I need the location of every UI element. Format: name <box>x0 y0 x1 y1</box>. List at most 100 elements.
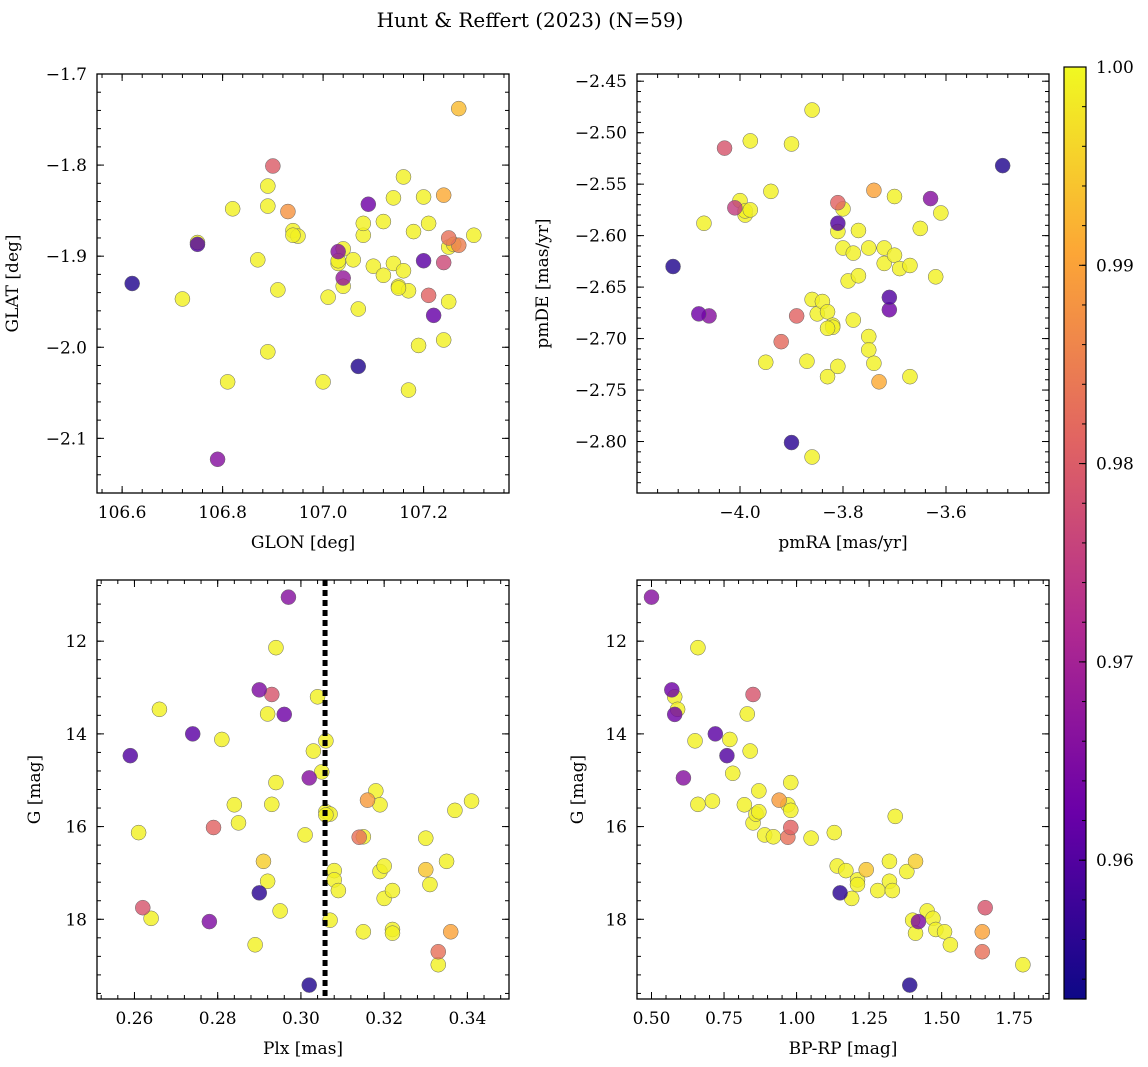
scatter-point <box>201 913 218 930</box>
scatter-point <box>838 862 854 879</box>
y-axis-label: GLAT [deg] <box>3 234 23 332</box>
scatter-point <box>224 201 241 217</box>
scatter-point <box>440 293 457 310</box>
scatter-point <box>691 306 707 322</box>
scatter-point <box>405 223 422 240</box>
scatter-point <box>675 770 692 786</box>
scatter-point <box>830 194 846 211</box>
scatter-point <box>742 133 759 149</box>
scatter-point <box>696 215 712 232</box>
scatter-point <box>360 196 377 213</box>
scatter-point <box>819 304 836 320</box>
scatter-point <box>320 289 336 305</box>
scatter-point <box>907 853 924 870</box>
scatter-point <box>643 589 660 605</box>
y-tick-label: 14 <box>605 725 627 745</box>
scatter-point <box>722 731 738 748</box>
scatter-point <box>270 282 286 298</box>
scatter-point <box>435 187 452 203</box>
scatter-point <box>902 368 918 385</box>
scatter-point <box>799 353 815 369</box>
scatter-point <box>803 830 819 846</box>
scatter-point <box>886 188 903 205</box>
x-tick-label: 106.8 <box>198 503 247 523</box>
scatter-point <box>415 252 432 269</box>
panel-glon-glat: 106.6 106.8 107.0 107.2 −1.7 −1.8 −1.9 −2.0 −2.1… <box>3 65 510 553</box>
scatter-point <box>858 861 874 878</box>
scatter-point <box>390 280 407 296</box>
scatter-point <box>375 213 392 230</box>
scatter-point <box>276 706 293 723</box>
scatter-point <box>886 247 903 263</box>
scatter-point <box>447 802 463 819</box>
y-tick-label: −2.75 <box>575 381 627 401</box>
scatter-point <box>910 913 927 930</box>
y-tick-label: −2.55 <box>575 175 627 195</box>
y-axis-label: G [mag] <box>25 755 45 824</box>
x-tick-label: 0.32 <box>365 1009 403 1029</box>
scatter-point <box>315 374 331 390</box>
y-tick-label: 12 <box>605 632 627 652</box>
scatter-point <box>716 140 733 156</box>
y-tick-label: −2.60 <box>575 227 627 247</box>
scatter-point <box>442 924 459 940</box>
scatter-point <box>415 189 432 205</box>
scatter-point <box>881 853 898 870</box>
scatter-point <box>435 332 452 348</box>
scatter-point <box>861 342 877 358</box>
figure-title: Hunt & Reffert (2023) (N=59) <box>377 8 684 32</box>
scatter-point <box>751 783 767 799</box>
points-layer <box>665 102 1011 465</box>
scatter-point <box>773 333 789 350</box>
scatter-point <box>251 885 268 901</box>
colorbar-tick-label: 0.99 <box>1096 256 1134 276</box>
scatter-point <box>124 275 140 292</box>
scatter-point <box>268 774 284 791</box>
scatter-point <box>804 102 820 118</box>
scatter-point <box>251 682 268 698</box>
x-axis-label: BP-RP [mag] <box>789 1039 898 1059</box>
scatter-point <box>974 924 991 940</box>
scatter-point <box>420 215 437 232</box>
scatter-point <box>350 358 367 375</box>
scatter-point <box>451 100 467 117</box>
scatter-point <box>866 355 882 372</box>
y-tick-label: 14 <box>65 725 87 745</box>
scatter-point <box>927 269 944 285</box>
y-tick-label: −1.8 <box>46 156 87 176</box>
scatter-point <box>305 743 322 759</box>
y-tick-label: −1.7 <box>46 65 87 85</box>
scatter-point <box>933 205 949 221</box>
scatter-point <box>260 178 276 194</box>
scatter-point <box>219 374 236 390</box>
panel-pmra-pmde: −4.0 −3.8 −3.6 −2.45 −2.50 −2.55 −2.60 −2.65 −2.… <box>533 72 1050 553</box>
scatter-point <box>184 726 201 742</box>
scatter-point <box>264 796 280 813</box>
scatter-point <box>899 863 915 880</box>
scatter-point <box>783 136 800 152</box>
scatter-point <box>385 190 402 206</box>
scatter-point <box>902 257 918 274</box>
scatter-point <box>351 829 367 845</box>
scatter-point <box>739 706 756 722</box>
scatter-point <box>850 222 867 239</box>
scatter-point <box>226 797 243 813</box>
scatter-point <box>742 743 758 759</box>
scatter-point <box>265 158 281 174</box>
scatter-point <box>268 639 284 656</box>
scatter-point <box>994 157 1011 174</box>
scatter-point <box>355 215 372 232</box>
scatter-point <box>330 243 346 260</box>
scatter-point <box>214 731 230 748</box>
scatter-point <box>260 344 276 360</box>
scatter-point <box>247 937 263 953</box>
scatter-point <box>936 924 953 940</box>
x-axis-label: Plx [mas] <box>263 1039 343 1059</box>
scatter-point <box>395 169 412 185</box>
scatter-point <box>375 267 392 284</box>
scatter-point <box>418 830 434 846</box>
scatter-point <box>425 307 442 324</box>
scatter-point <box>826 824 843 841</box>
scatter-point <box>345 252 361 268</box>
y-tick-label: −2.65 <box>575 278 627 298</box>
